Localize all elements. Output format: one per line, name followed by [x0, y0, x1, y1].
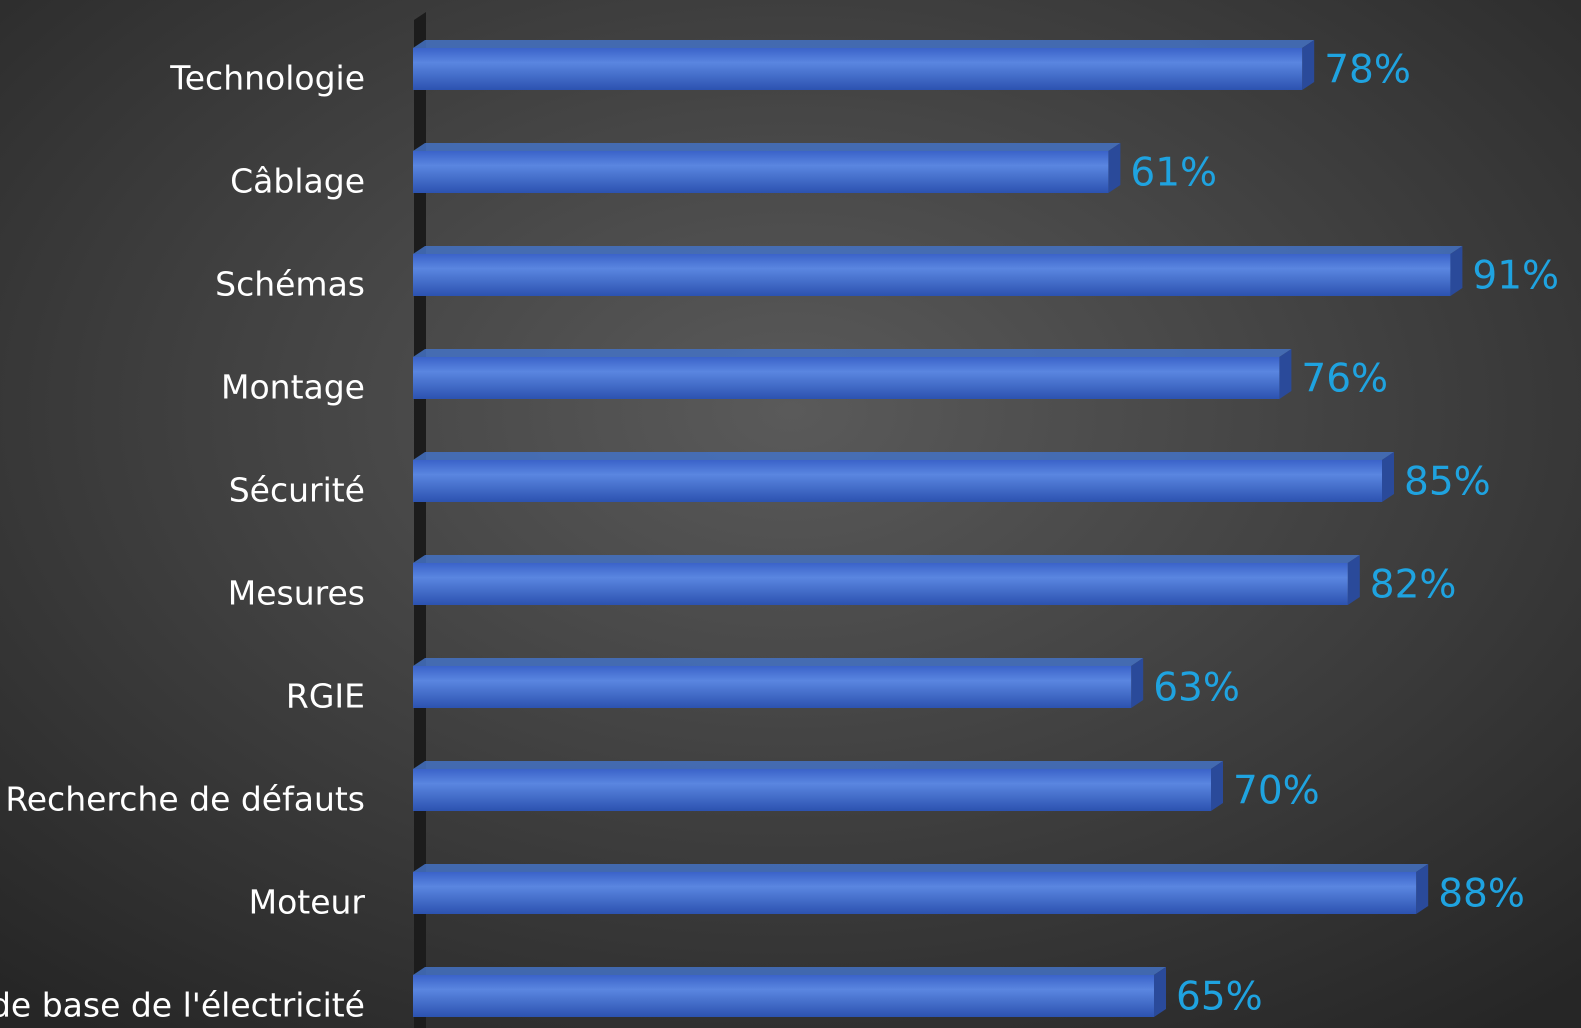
value-label: 82% — [1370, 563, 1457, 608]
category-label: Sécurité — [229, 471, 365, 510]
bar-front — [413, 151, 1109, 193]
bar-front — [413, 460, 1382, 502]
bar-top — [413, 761, 1223, 769]
bar-side — [1347, 555, 1360, 605]
value-label: 65% — [1176, 975, 1263, 1020]
bar-top — [413, 246, 1463, 254]
bar-front — [413, 254, 1451, 296]
bar-top — [413, 349, 1292, 357]
bar-front — [413, 975, 1154, 1017]
bar-side — [1416, 864, 1429, 914]
value-label: 76% — [1301, 357, 1388, 402]
category-label: Schémas — [215, 265, 365, 304]
bar — [413, 555, 1360, 605]
bar — [413, 452, 1394, 502]
category-label: Recherche de défauts — [5, 780, 365, 819]
bar-side — [1279, 349, 1292, 399]
bar — [413, 246, 1463, 296]
bar-front — [413, 666, 1132, 708]
category-label: Technologie — [169, 59, 365, 98]
value-label: 85% — [1404, 460, 1491, 505]
value-label: 61% — [1130, 151, 1217, 196]
bar — [413, 40, 1315, 90]
bar-top — [413, 967, 1166, 975]
bar-top — [413, 143, 1121, 151]
bar — [413, 143, 1121, 193]
category-label: Moteur — [249, 883, 366, 922]
category-label: RGIE — [286, 677, 365, 716]
bar — [413, 658, 1144, 708]
bar-top — [413, 864, 1429, 872]
bar-side — [1154, 967, 1166, 1017]
bar-side — [1382, 452, 1394, 502]
value-label: 78% — [1324, 48, 1411, 93]
bar — [413, 761, 1223, 811]
bar — [413, 967, 1166, 1017]
category-label: Mesures — [228, 574, 365, 613]
bar-top — [413, 555, 1360, 563]
bar-side — [1211, 761, 1223, 811]
value-label: 70% — [1233, 769, 1320, 814]
bar-front — [413, 872, 1417, 914]
value-label: 88% — [1438, 872, 1525, 917]
bar-side — [1450, 246, 1463, 296]
bar-front — [413, 357, 1280, 399]
bar-front — [413, 769, 1211, 811]
bar-front — [413, 563, 1348, 605]
category-label: Montage — [221, 368, 365, 407]
category-label: de base de l'électricité — [0, 986, 365, 1025]
category-label: Câblage — [230, 162, 365, 201]
bar — [413, 349, 1292, 399]
value-label: 91% — [1472, 254, 1559, 299]
value-label: 63% — [1153, 666, 1240, 711]
bar-top — [413, 452, 1394, 460]
bar-front — [413, 48, 1303, 90]
bar-top — [413, 40, 1315, 48]
bar-side — [1131, 658, 1144, 708]
bar — [413, 864, 1429, 914]
bar-top — [413, 658, 1144, 666]
bar-side — [1302, 40, 1315, 90]
bar-side — [1108, 143, 1121, 193]
